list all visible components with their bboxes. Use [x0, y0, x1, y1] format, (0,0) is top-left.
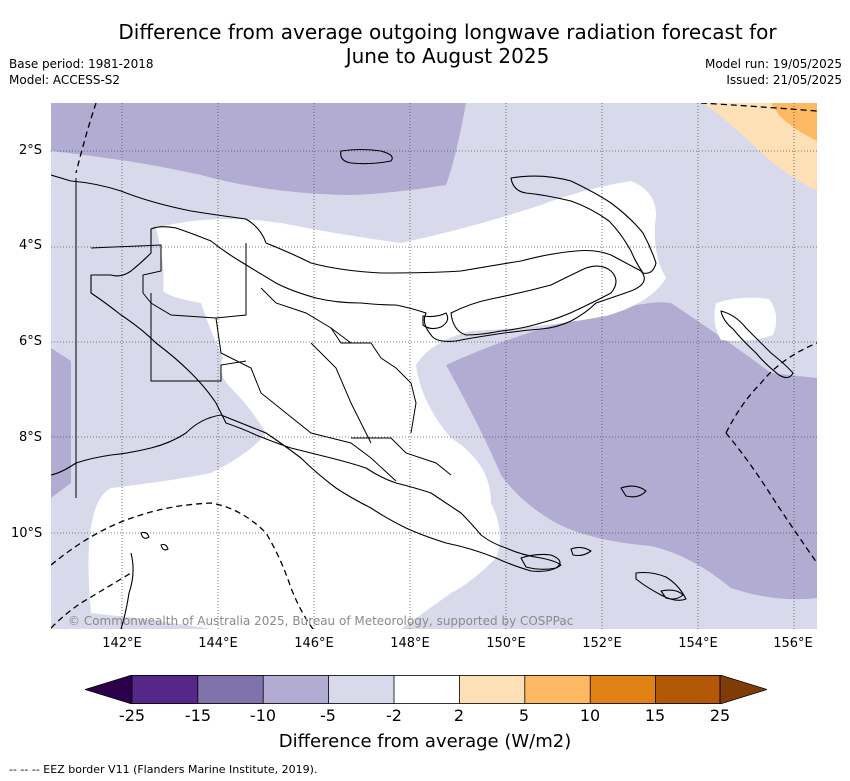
lat-label: 8°S — [19, 430, 43, 445]
lon-label: 154°E — [678, 636, 718, 651]
colorbar-tick: -15 — [184, 706, 212, 725]
colorbar-swatch-gt25 — [719, 675, 767, 704]
coastline-cape-york — [120, 552, 134, 629]
near-normal-zone — [88, 181, 666, 629]
lon-label: 142°E — [102, 636, 142, 651]
lat-label: 2°S — [19, 143, 43, 158]
near-normal-pocket — [714, 297, 777, 341]
lon-label: 150°E — [486, 636, 526, 651]
base-period: Base period: 1981-2018 — [9, 57, 154, 71]
eez-footnote: -- -- -- EEZ border V11 (Flanders Marine… — [9, 763, 318, 776]
colorbar-swatch-10-5 — [263, 675, 329, 704]
lon-label: 148°E — [390, 636, 430, 651]
meta-left: Base period: 1981-2018 Model: ACCESS-S2 — [9, 56, 154, 88]
lat-label: 4°S — [19, 238, 43, 253]
colorbar-tick: 2 — [453, 706, 465, 725]
colorbar — [85, 675, 767, 704]
copyright-notice: © Commonwealth of Australia 2025, Bureau… — [68, 614, 574, 628]
colorbar-swatch-5-10 — [524, 675, 591, 704]
colorbar-swatch-5-2 — [328, 675, 394, 704]
issued-date: Issued: 21/05/2025 — [726, 73, 842, 87]
lon-label: 152°E — [582, 636, 622, 651]
lon-label: 146°E — [294, 636, 334, 651]
colorbar-swatch-10-15 — [590, 675, 656, 704]
anomaly-zone-north — [51, 103, 466, 195]
map-title: Difference from average outgoing longwav… — [0, 20, 850, 68]
colorbar-tick: 5 — [518, 706, 530, 725]
title-line-1: Difference from average outgoing longwav… — [118, 20, 777, 44]
anomaly-zone-southeast — [446, 302, 817, 600]
coastline-manus — [340, 148, 393, 165]
colorbar-tick: 10 — [579, 706, 601, 725]
coastline-new-ireland — [510, 175, 657, 274]
colorbar-swatch-lt-25 — [85, 675, 133, 704]
admin-borders — [75, 178, 452, 498]
colorbar-tick: 25 — [709, 706, 731, 725]
colorbar-swatch-2-5 — [459, 675, 525, 704]
lon-label: 156°E — [773, 636, 813, 651]
positive-anomaly-zone — [703, 103, 817, 191]
colorbar-swatch-15-10 — [197, 675, 264, 704]
colorbar-label: Difference from average (W/m2) — [278, 731, 572, 752]
model-run: Model run: 19/05/2025 — [704, 57, 842, 71]
coastline-bougainville — [720, 310, 794, 379]
lon-label: 144°E — [198, 636, 238, 651]
title-line-2: June to August 2025 — [345, 44, 550, 68]
lat-label: 6°S — [19, 334, 43, 349]
lat-label: 10°S — [11, 526, 43, 541]
colorbar-tick: -10 — [249, 706, 277, 725]
anomaly-zone-west — [51, 348, 71, 498]
colorbar-swatch-15-25 — [655, 675, 720, 704]
map-panel[interactable] — [51, 103, 817, 629]
colorbar-tick: 15 — [644, 706, 666, 725]
map-svg — [51, 103, 817, 629]
eez-borders — [51, 103, 817, 629]
colorbar-swatch-25-15 — [132, 675, 198, 704]
graticule — [51, 103, 817, 629]
model-name: Model: ACCESS-S2 — [9, 73, 121, 87]
coastline-new-guinea — [51, 174, 645, 572]
colorbar-tick: -5 — [320, 706, 336, 725]
coastline-huon-peninsula — [422, 312, 449, 330]
meta-right: Model run: 19/05/2025 Issued: 21/05/2025 — [705, 56, 842, 88]
colorbar-tick: -2 — [386, 706, 402, 725]
colorbar-swatch-2-2 — [394, 675, 460, 704]
coastline-papuan-islands — [520, 485, 687, 601]
coastline-torres-islands — [140, 531, 169, 551]
coastline-new-britain — [450, 265, 617, 336]
colorbar-tick: -25 — [118, 706, 146, 725]
coastlines — [51, 148, 794, 629]
